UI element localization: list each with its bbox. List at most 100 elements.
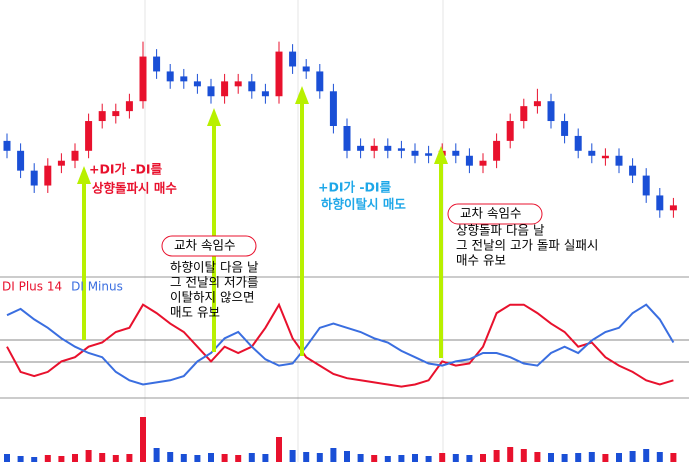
volume-bar <box>507 447 514 462</box>
volume-bar <box>140 417 146 462</box>
volume-bar <box>235 455 242 462</box>
volume-bar <box>656 452 663 462</box>
annotation-line: 이탈하지 않으면 <box>170 290 254 305</box>
annotation-line: 하향이탈시 매도 <box>321 197 406 212</box>
volume-bar <box>44 455 51 462</box>
volume-bar <box>85 450 92 462</box>
candle-body <box>601 155 609 159</box>
arrow-head <box>295 86 309 104</box>
volume-bar <box>262 454 269 462</box>
candle-body <box>302 66 310 72</box>
candle-body <box>561 121 569 136</box>
candle-body <box>180 76 188 82</box>
legend-entry: DI Plus 14 <box>2 280 62 294</box>
volume-bar <box>452 454 459 462</box>
volume-bar <box>588 452 595 462</box>
candle-body <box>153 56 161 72</box>
candle-body <box>547 101 555 122</box>
candle-body <box>669 205 677 211</box>
volume-bar <box>520 449 527 462</box>
volume-bar <box>4 454 10 462</box>
volume-bar <box>221 454 228 462</box>
annotation-line: 매수 유보 <box>456 253 506 268</box>
candle-body <box>588 150 596 156</box>
volume-bar <box>398 455 405 462</box>
volume-bar <box>31 457 38 462</box>
annotation-line: 매도 유보 <box>170 305 220 320</box>
volume-bar <box>425 456 432 462</box>
candle-body <box>357 145 365 151</box>
volume-bar <box>629 451 636 462</box>
candle-body <box>234 81 242 87</box>
candle-body <box>221 81 229 97</box>
candle-body <box>465 155 473 166</box>
volume-bar <box>276 437 282 462</box>
candle-body <box>57 160 65 166</box>
volume-bar <box>153 448 160 462</box>
volume-bar <box>180 454 187 462</box>
arrow-heads <box>77 86 448 184</box>
volume-bar <box>480 454 486 462</box>
volume-bar <box>112 455 119 462</box>
candle-body <box>533 101 541 107</box>
annotation-line: 그 전날의 고가 돌파 실패시 <box>456 238 598 253</box>
candle-body <box>316 71 324 92</box>
candle-body <box>574 135 582 151</box>
candle-body <box>125 101 133 112</box>
candle-body <box>343 126 351 151</box>
candle-body <box>479 160 487 166</box>
candle-body <box>166 71 174 82</box>
candle-body <box>85 121 93 151</box>
volume-bar <box>194 455 201 462</box>
callout-title: 교차 속임수 <box>460 206 521 221</box>
candle-body <box>30 170 38 186</box>
candle-body <box>71 150 79 161</box>
candle-body <box>17 150 25 171</box>
volume-bar <box>72 454 78 462</box>
marks <box>3 41 677 462</box>
annotation-line: 상향돌파시 매수 <box>92 181 177 196</box>
callout-title: 교차 속임수 <box>174 238 235 253</box>
volume-bar <box>357 454 364 462</box>
volume-bar <box>575 453 582 462</box>
volume-bar <box>548 453 554 462</box>
volume-bar <box>126 454 133 462</box>
volume-bar <box>344 451 350 462</box>
candle-body <box>329 91 337 126</box>
annotation-line: 상향돌파 다음 날 <box>456 223 545 238</box>
volume-bar <box>99 453 106 462</box>
volume-bar <box>439 453 446 462</box>
volume-bar <box>303 452 310 462</box>
candle-body <box>193 81 201 87</box>
arrows <box>82 100 443 358</box>
volume-bar <box>534 452 541 462</box>
candle-body <box>629 165 637 176</box>
volume-bar <box>384 456 391 462</box>
volume-bar <box>561 454 568 462</box>
candle-body <box>207 86 215 97</box>
volume-bar <box>643 449 650 462</box>
candle-body <box>411 150 419 156</box>
candle-body <box>44 165 52 186</box>
volume-bar <box>602 454 609 462</box>
arrow-head <box>77 166 91 184</box>
volume-bar <box>371 455 378 462</box>
di-line <box>6 303 675 386</box>
volume-bar <box>412 454 418 462</box>
annotation-line: +DI가 -DI를 <box>89 162 163 177</box>
arrow-head <box>434 146 448 164</box>
candle-body <box>506 121 514 141</box>
candle-body <box>615 155 623 166</box>
candle-body <box>98 111 106 122</box>
volume-bar <box>289 450 296 462</box>
candle-body <box>261 91 269 97</box>
volume-bar <box>208 453 214 462</box>
arrow-head <box>207 108 221 126</box>
volume-bar <box>493 450 500 462</box>
volume-bar <box>58 456 65 462</box>
candle-body <box>275 51 283 97</box>
candle-body <box>493 140 501 161</box>
legend-entry: DI Minus <box>71 280 123 294</box>
